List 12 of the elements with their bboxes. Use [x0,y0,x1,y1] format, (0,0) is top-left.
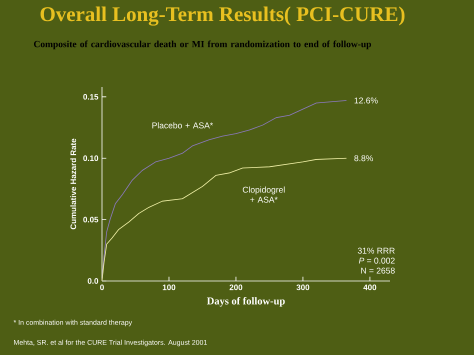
text: Clopidogrel + ASA* [242,186,285,203]
line-series [102,100,347,282]
x-axis-title: Days of follow-up [206,297,285,307]
annotation: P = 0.002 [358,258,395,264]
chart-subtitle: Composite of cardiovascular death or MI from randomization to end of follow-up [34,40,372,50]
annotation: 8.8% [354,155,373,162]
line-series [102,158,347,282]
annotation: N = 2658 [361,268,395,274]
chart-title: Overall Long-Term Results( PCI-CURE) [40,6,404,26]
series-label: Placebo + ASA* [152,122,213,128]
annotation: 31% RRR [358,248,395,254]
annotation: 12.6% [354,98,378,104]
